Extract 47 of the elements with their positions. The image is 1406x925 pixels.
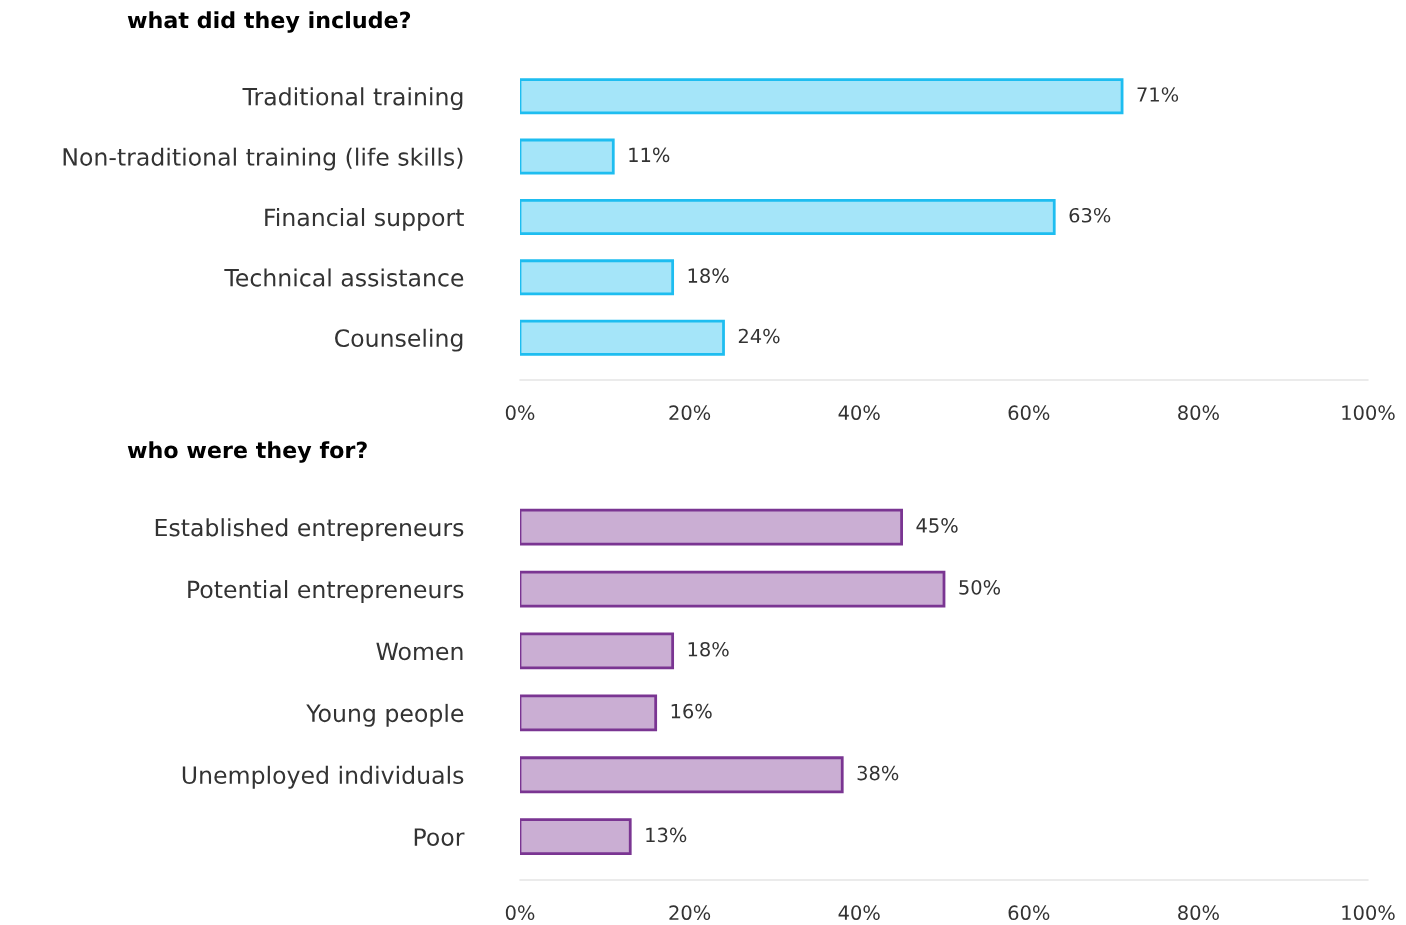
bar	[520, 818, 632, 856]
bar	[520, 259, 675, 296]
x-tick-label: 100%	[1342, 905, 1395, 921]
x-tick-label: 80%	[1178, 905, 1219, 921]
x-tick-label: 60%	[1008, 405, 1050, 421]
y-tick-label: Young people	[306, 703, 464, 727]
y-tick-label: Financial support	[265, 208, 464, 231]
data-label: 11%	[629, 147, 670, 163]
y-tick-label: Unemployed individuals	[182, 765, 464, 789]
text: who were they for?	[127, 441, 367, 463]
x-tick-label: 40%	[838, 405, 880, 421]
data-label: 18%	[688, 268, 729, 283]
x-tick-label: 40%	[838, 905, 880, 921]
bar	[520, 694, 658, 732]
data-label: 71%	[1137, 87, 1179, 102]
bar	[520, 78, 1124, 115]
y-tick-label: Technical assistance	[224, 268, 464, 287]
data-label: 63%	[1069, 207, 1111, 223]
bar	[520, 508, 903, 546]
text: what did they include?	[127, 11, 411, 33]
x-tick-label: 20%	[669, 905, 711, 921]
bar	[520, 756, 844, 794]
x-tick-label: 0%	[505, 405, 535, 421]
y-tick-label: Potential entrepreneurs	[188, 580, 464, 603]
data-label: 18%	[688, 641, 729, 657]
bar	[520, 198, 1056, 235]
x-tick-label: 100%	[1342, 405, 1395, 421]
bar	[520, 570, 946, 608]
y-tick-label: Non-traditional training (life skills)	[63, 147, 463, 171]
y-tick-label: Traditional training	[242, 87, 463, 111]
data-label: 50%	[959, 579, 1001, 595]
y-tick-label: Women	[376, 642, 463, 661]
data-label: 13%	[646, 827, 687, 843]
y-tick-label: Established entrepreneurs	[155, 518, 464, 542]
bar	[520, 138, 615, 175]
data-label: 24%	[738, 328, 780, 344]
y-tick-label: Poor	[414, 828, 465, 846]
data-label: 16%	[671, 703, 712, 719]
data-label: 38%	[857, 765, 899, 781]
bar	[520, 319, 725, 356]
x-tick-label: 0%	[505, 905, 535, 921]
x-tick-label: 20%	[669, 405, 711, 421]
x-tick-label: 60%	[1008, 905, 1050, 921]
y-tick-label: Counseling	[335, 328, 463, 352]
x-tick-label: 80%	[1178, 405, 1219, 421]
bar	[520, 632, 675, 670]
data-label: 45%	[916, 518, 958, 533]
